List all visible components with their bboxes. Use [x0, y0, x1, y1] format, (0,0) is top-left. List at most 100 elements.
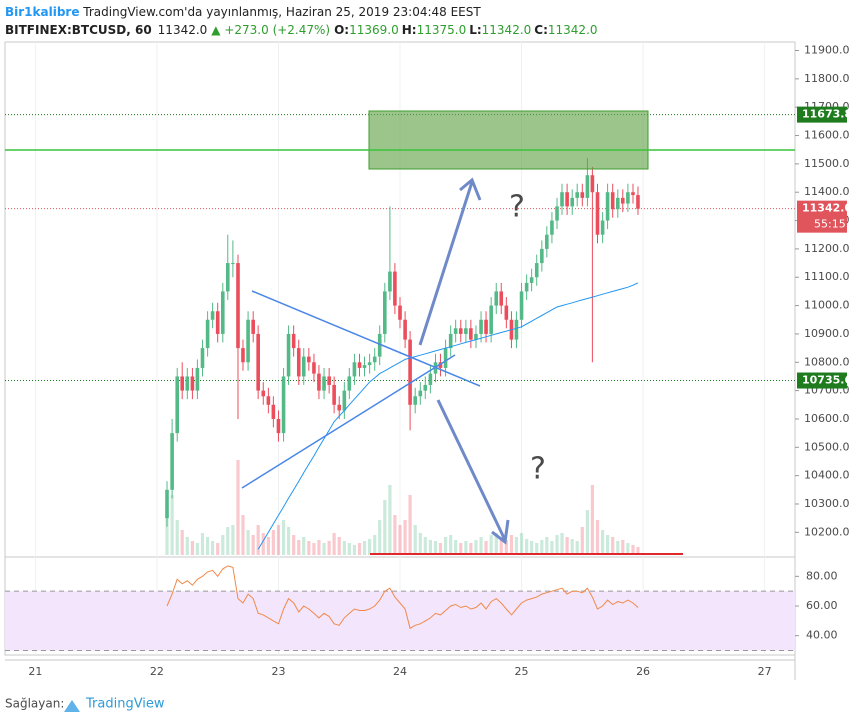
volume-bar: [175, 520, 179, 555]
x-tick-label: 24: [393, 665, 407, 678]
volume-bar: [443, 537, 448, 555]
volume-bar: [474, 540, 478, 555]
volume-bar: [616, 541, 620, 555]
volume-bar: [281, 520, 286, 555]
volume-bar: [317, 540, 321, 555]
volume-bar: [631, 545, 635, 555]
volume-bar: [322, 543, 326, 555]
footer-brand[interactable]: TradingView: [85, 697, 165, 712]
candle-body: [256, 333, 260, 391]
candle-body: [443, 348, 448, 368]
candle-body: [271, 404, 276, 419]
candle-body: [636, 195, 640, 209]
rsi-tick-label: 60.00: [806, 599, 838, 612]
h: 11375.0: [417, 23, 467, 37]
volume-bar: [342, 541, 346, 555]
candle-body: [610, 192, 615, 210]
candle-body: [231, 263, 235, 265]
volume-bar: [362, 541, 367, 555]
candle-body: [261, 390, 266, 397]
volume-bar: [605, 535, 610, 555]
x-tick-label: 27: [758, 665, 772, 678]
candle-body: [175, 376, 180, 434]
countdown: 55:15: [814, 218, 846, 231]
candle-body: [620, 197, 625, 204]
volume-bar: [398, 525, 402, 555]
y-tick-label: 10400.0: [804, 469, 850, 482]
volume-bar: [580, 527, 584, 555]
candle-body: [276, 418, 281, 434]
volume-bar: [226, 527, 230, 555]
candle-body: [413, 396, 417, 405]
arrow-up[interactable]: [418, 181, 474, 346]
candle-body: [479, 319, 483, 334]
volume-bar: [428, 540, 432, 555]
volume-bar: [519, 533, 524, 555]
candle-body: [225, 263, 230, 292]
volume-bar: [383, 500, 387, 555]
symbol-line: BITFINEX:BTCUSD, 60 11342.0 ▲ +273.0 (+2.4…: [5, 23, 598, 37]
author[interactable]: Bir1kalibre: [5, 5, 79, 19]
trend-line[interactable]: [251, 290, 481, 387]
candle-body: [423, 384, 428, 391]
candle-body: [489, 305, 493, 334]
candle-body: [398, 305, 402, 320]
c-label: C:: [534, 23, 548, 37]
candle-body: [514, 319, 519, 340]
volume-bar: [347, 543, 351, 555]
volume-bar: [565, 537, 569, 555]
candle-body: [615, 197, 620, 210]
volume-bar: [210, 541, 215, 555]
candle-body: [469, 328, 473, 340]
level-box: [797, 106, 847, 123]
candle-body: [220, 291, 225, 334]
arrow-head[interactable]: [459, 177, 482, 201]
y-tick-label: 10300.0: [804, 497, 850, 510]
volume-bar: [185, 537, 189, 555]
volume-bar: [636, 547, 640, 555]
volume-bar: [266, 537, 270, 555]
candle-body: [403, 319, 407, 340]
trend-line[interactable]: [241, 354, 456, 489]
volume-bar: [286, 527, 291, 555]
arrow-head[interactable]: [491, 519, 510, 545]
candle-body: [418, 390, 423, 397]
l-label: L:: [469, 23, 481, 37]
volume-bar: [560, 533, 564, 555]
candle-body: [555, 206, 559, 221]
candle-body: [342, 390, 347, 411]
candle-body: [448, 333, 453, 349]
volume-bar: [251, 535, 255, 555]
o-label: O:: [334, 23, 349, 37]
candle-body: [580, 192, 585, 198]
candle-body: [519, 291, 524, 320]
moving-average: [257, 282, 639, 550]
price: 11342.0: [158, 23, 208, 37]
volume-bar: [454, 540, 458, 555]
zone-rect[interactable]: [368, 110, 649, 170]
candle-body: [301, 356, 306, 377]
candle-body: [626, 192, 630, 204]
candle-body: [241, 348, 245, 363]
level-box: [797, 372, 847, 389]
arrow-down[interactable]: [436, 399, 507, 541]
volume-bar: [393, 515, 397, 555]
rsi-tick-label: 40.00: [806, 629, 838, 642]
candle-body: [560, 192, 564, 207]
candle-body: [312, 362, 316, 374]
candle-body: [408, 339, 412, 405]
y-tick-label: 11200.0: [804, 242, 850, 255]
candle-body: [322, 376, 326, 391]
l: 11342.0: [482, 23, 532, 37]
candle-body: [438, 362, 443, 368]
volume-bar: [195, 543, 199, 555]
rsi-band: [5, 591, 795, 651]
candle-body: [367, 362, 372, 366]
y-tick-label: 10200.0: [804, 525, 850, 538]
logo: [64, 700, 80, 712]
rsi-line: [166, 565, 639, 630]
symbol: BITFINEX:BTCUSD, 60: [5, 23, 152, 37]
candle-body: [570, 197, 575, 207]
candle-body: [540, 248, 544, 264]
